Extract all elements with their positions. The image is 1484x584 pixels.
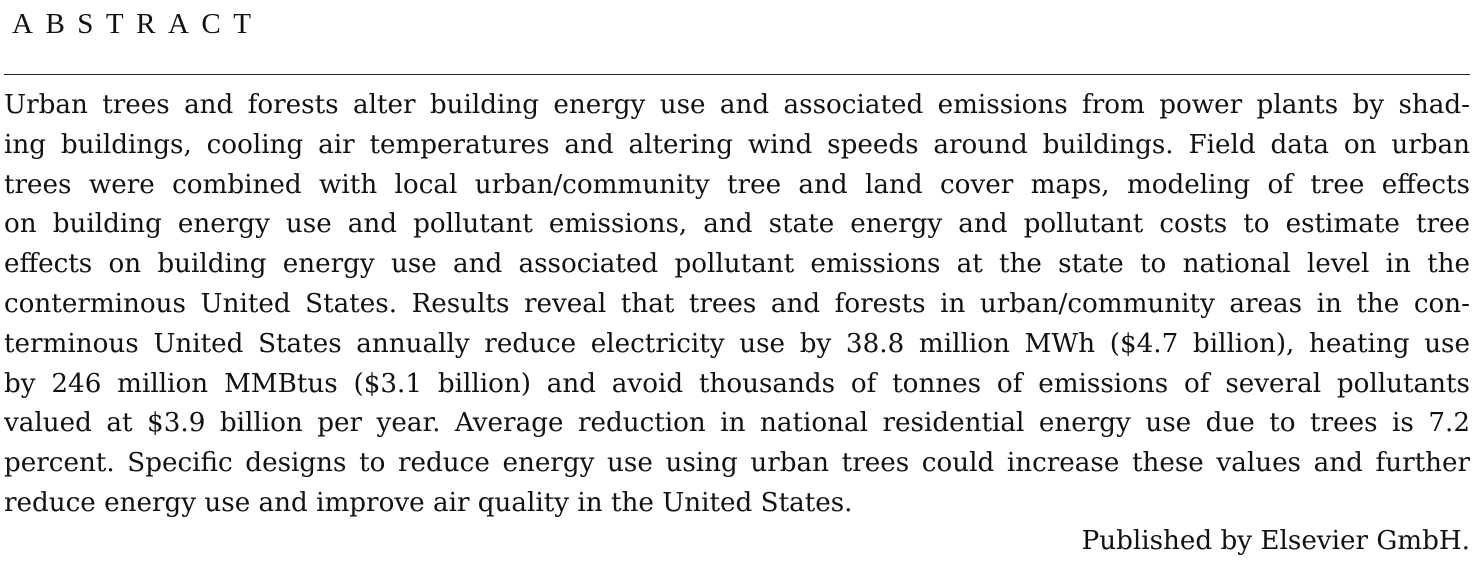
abstract-line: Urban trees and forests alter building e… bbox=[4, 90, 1470, 120]
heading-divider bbox=[4, 74, 1470, 75]
abstract-line: percent. Specific designs to reduce ener… bbox=[4, 448, 1470, 479]
abstract-line: valued at $3.9 billion per year. Average… bbox=[4, 408, 1470, 439]
abstract-body: Urban trees and forests alter building e… bbox=[4, 86, 1470, 524]
abstract-line: conterminous United States. Results reve… bbox=[4, 288, 1470, 319]
abstract-line: ing buildings, cooling air temperatures … bbox=[4, 129, 1470, 160]
abstract-line: reduce energy use and improve air qualit… bbox=[4, 487, 853, 518]
abstract-line: effects on building energy use and assoc… bbox=[4, 249, 1470, 280]
publisher-credit: Published by Elsevier GmbH. bbox=[1081, 526, 1470, 556]
abstract-heading: ABSTRACT bbox=[12, 8, 264, 40]
abstract-line: by 246 million MMBtus ($3.1 billion) and… bbox=[4, 368, 1470, 399]
abstract-line: on building energy use and pollutant emi… bbox=[4, 209, 1470, 240]
abstract-line: trees were combined with local urban/com… bbox=[4, 169, 1470, 200]
abstract-line: terminous United States annually reduce … bbox=[4, 328, 1470, 359]
